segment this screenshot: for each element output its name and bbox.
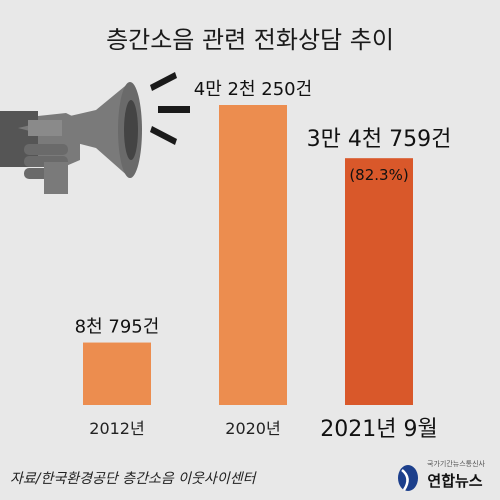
value-label-1: 4만 2천 250건 bbox=[194, 79, 312, 100]
annotation-2: (82.3%) bbox=[349, 166, 408, 184]
bar-series bbox=[83, 105, 413, 405]
chart-title: 층간소음 관련 전화상담 추이 bbox=[106, 26, 394, 54]
source-note: 자료/한국환경공단 층간소음 이웃사이센터 bbox=[10, 471, 258, 487]
bar-1 bbox=[219, 105, 287, 405]
logo-name: 연합뉴스 bbox=[427, 472, 482, 490]
value-label-0: 8천 795건 bbox=[75, 317, 160, 338]
bar-0 bbox=[83, 342, 151, 405]
bar-2 bbox=[345, 158, 413, 405]
category-label-1: 2020년 bbox=[225, 419, 280, 438]
category-label-0: 2012년 bbox=[89, 419, 144, 438]
megaphone-icon bbox=[0, 72, 190, 194]
yonhap-logo: 국가기간뉴스통신사 연합뉴스 bbox=[398, 459, 486, 491]
category-label-2: 2021년 9월 bbox=[320, 417, 437, 442]
logo-tagline: 국가기간뉴스통신사 bbox=[427, 459, 486, 468]
value-labels: 8천 795건 4만 2천 250건 3만 4천 759건 (82.3%) bbox=[75, 79, 452, 338]
category-labels: 2012년 2020년 2021년 9월 bbox=[89, 417, 437, 442]
value-label-2: 3만 4천 759건 bbox=[307, 127, 452, 152]
